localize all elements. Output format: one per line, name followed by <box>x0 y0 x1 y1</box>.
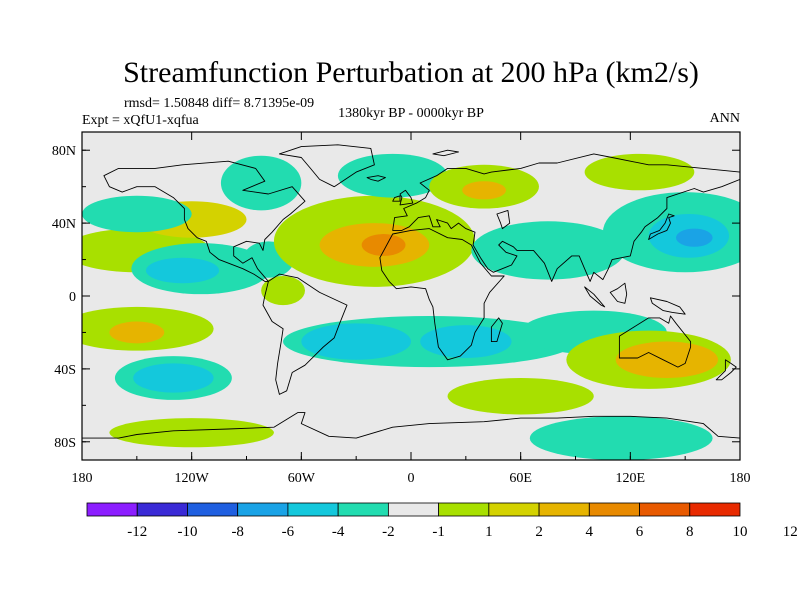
colorbar-label: -2 <box>382 524 395 540</box>
anomaly-region <box>82 195 192 233</box>
colorbar-label: -8 <box>231 524 244 540</box>
season-label: ANN <box>710 111 740 126</box>
anomaly-region <box>447 378 594 415</box>
colorbar-label: 12 <box>783 524 798 540</box>
anomaly-region <box>471 221 625 280</box>
colorbar-label: 1 <box>485 524 493 540</box>
colorbar-swatch <box>337 502 389 517</box>
anomaly-region <box>615 341 719 378</box>
colorbar-label: 10 <box>733 524 748 540</box>
coastline-australia <box>618 315 692 368</box>
coastline-british-isles <box>399 189 414 206</box>
coastline-south-america <box>262 273 348 395</box>
axis-ticks <box>81 132 741 460</box>
colorbar-label: -4 <box>332 524 345 540</box>
anomaly-layer <box>82 153 740 460</box>
colorbar-swatch <box>438 502 490 517</box>
x-tick-label: 180 <box>72 471 93 486</box>
y-tick-label: 40N <box>52 217 76 232</box>
colorbar-swatch <box>639 502 691 517</box>
colorbar-swatch <box>287 502 339 517</box>
coastline-new-guinea <box>649 297 686 315</box>
colorbar-swatch <box>86 502 138 517</box>
stats-label: rmsd= 1.50848 diff= 8.71395e-09 <box>124 96 314 111</box>
x-tick-label: 120W <box>175 471 210 486</box>
x-tick-label: 120E <box>616 471 646 486</box>
coastline-japan <box>648 213 675 240</box>
x-tick-label: 60E <box>509 471 532 486</box>
anomaly-region <box>145 257 220 284</box>
coastline-madagascar <box>490 317 503 343</box>
anomaly-region <box>462 181 507 200</box>
coastline-svalbard <box>432 149 459 157</box>
y-tick-label: 80S <box>54 436 76 451</box>
colorbar: -12 -10 -8 -6 -4 -2 -1 1 2 4 6 8 10 12 <box>86 502 798 540</box>
y-tick-label: 0 <box>69 290 76 305</box>
anomaly-region <box>361 234 406 256</box>
colorbar-swatch <box>538 502 590 517</box>
colorbar-label: 2 <box>535 524 543 540</box>
period-label: 1380kyr BP - 0000kyr BP <box>338 106 484 121</box>
colorbar-label: 4 <box>586 524 594 540</box>
anomaly-region <box>261 275 305 306</box>
anomaly-region <box>676 228 713 247</box>
colorbar-swatch <box>689 502 741 517</box>
coastline-ireland <box>392 195 401 202</box>
expt-label: Expt = xQfU1-xqfua <box>82 113 200 128</box>
x-axis-labels: 180 120W 60W 0 60E 120E 180 <box>72 471 751 486</box>
colorbar-swatch <box>488 502 540 517</box>
colorbar-swatch <box>136 502 188 517</box>
colorbar-swatch <box>187 502 239 517</box>
anomaly-region <box>529 416 713 460</box>
anomaly-region <box>109 418 274 448</box>
y-tick-label: 80N <box>52 144 76 159</box>
anomaly-region <box>337 153 448 198</box>
anomaly-region <box>109 321 165 344</box>
colorbar-label: -1 <box>432 524 445 540</box>
y-tick-label: 40S <box>54 363 76 378</box>
x-tick-label: 0 <box>408 471 415 486</box>
coastline-iceland <box>366 175 386 182</box>
anomaly-region <box>420 325 512 358</box>
colorbar-label: -10 <box>177 524 197 540</box>
x-tick-label: 60W <box>288 471 316 486</box>
anomaly-region <box>301 323 411 360</box>
coastline-borneo <box>609 282 628 304</box>
colorbar-label: -12 <box>127 524 147 540</box>
coastline-new-zealand <box>715 359 737 381</box>
coastline-africa <box>379 228 505 361</box>
y-axis-labels: 80N 40N 0 40S 80S <box>52 144 76 451</box>
colorbar-label: 8 <box>686 524 694 540</box>
colorbar-swatch <box>588 502 640 517</box>
coastline-arabia-sea-caspian <box>496 209 511 230</box>
coastline-greenland <box>278 144 375 188</box>
coastlines <box>82 144 740 439</box>
x-tick-label: 180 <box>730 471 751 486</box>
colorbar-swatch <box>237 502 289 517</box>
colorbar-swatch <box>387 502 440 517</box>
map-plot-area: 180 120W 60W 0 60E 120E 180 80N 40N 0 40S 80S <box>52 131 751 486</box>
coastline-antarctica <box>82 412 740 439</box>
anomaly-region <box>584 153 695 191</box>
coastline-eurasia <box>392 153 740 282</box>
colorbar-label: -6 <box>282 524 295 540</box>
colorbar-label: 6 <box>636 524 644 540</box>
chart-title: Streamfunction Perturbation at 200 hPa (… <box>123 56 699 89</box>
anomaly-region <box>133 363 214 393</box>
coastline-sumatra <box>584 286 606 308</box>
coastline-north-america <box>103 160 306 282</box>
